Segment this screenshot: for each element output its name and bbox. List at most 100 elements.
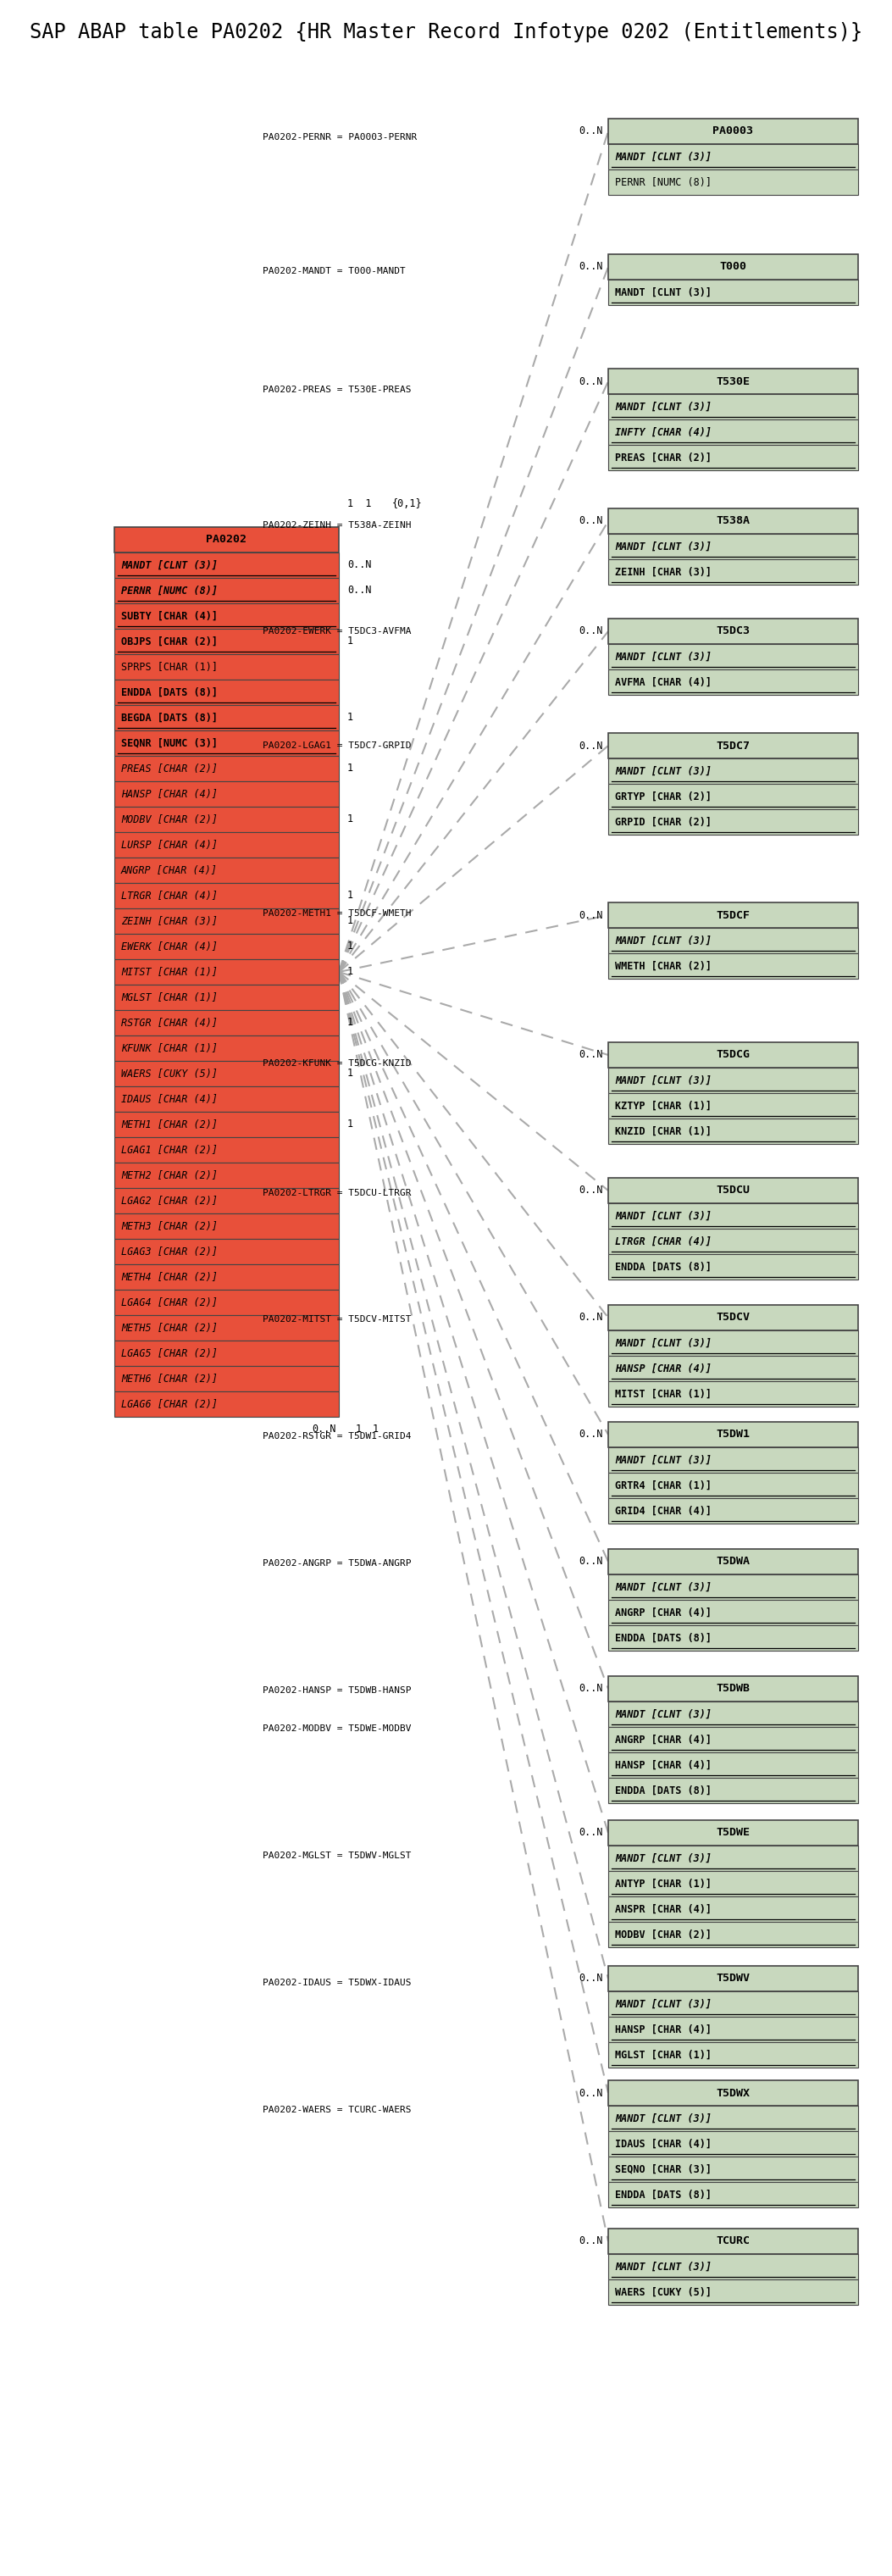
Bar: [608, 533, 858, 559]
Text: PA0202-WAERS = TCURC-WAERS: PA0202-WAERS = TCURC-WAERS: [262, 2105, 411, 2115]
Text: PA0202-HANSP = T5DWB-HANSP: PA0202-HANSP = T5DWB-HANSP: [262, 1687, 411, 1695]
Text: LTRGR [CHAR (4)]: LTRGR [CHAR (4)]: [615, 1236, 712, 1247]
Text: 1: 1: [347, 940, 353, 953]
Text: 0..N: 0..N: [347, 585, 371, 595]
Text: MANDT [CLNT (3)]: MANDT [CLNT (3)]: [615, 2112, 712, 2125]
Text: PREAS [CHAR (2)]: PREAS [CHAR (2)]: [121, 762, 218, 773]
Text: TCURC: TCURC: [716, 2236, 750, 2246]
Text: PA0202-MITST = T5DCV-MITST: PA0202-MITST = T5DCV-MITST: [262, 1316, 411, 1324]
Bar: [114, 832, 339, 858]
Text: PA0202-METH1 = T5DCF-WMETH: PA0202-METH1 = T5DCF-WMETH: [262, 909, 411, 917]
Text: 0..N: 0..N: [579, 1430, 603, 1440]
Bar: [114, 1136, 339, 1162]
Text: ANGRP [CHAR (4)]: ANGRP [CHAR (4)]: [121, 866, 218, 876]
Bar: [114, 858, 339, 884]
Text: PA0202-KFUNK = T5DCG-KNZID: PA0202-KFUNK = T5DCG-KNZID: [262, 1059, 411, 1066]
Text: MANDT [CLNT (3)]: MANDT [CLNT (3)]: [615, 286, 712, 299]
Text: T5DC3: T5DC3: [716, 626, 750, 636]
Bar: [608, 670, 858, 696]
Bar: [114, 958, 339, 984]
Text: GRTR4 [CHAR (1)]: GRTR4 [CHAR (1)]: [615, 1481, 712, 1492]
Text: KZTYP [CHAR (1)]: KZTYP [CHAR (1)]: [615, 1100, 712, 1110]
Text: 0..N: 0..N: [579, 626, 603, 636]
Text: HANSP [CHAR (4)]: HANSP [CHAR (4)]: [121, 788, 218, 799]
Text: ENDDA [DATS (8)]: ENDDA [DATS (8)]: [615, 1785, 712, 1795]
Bar: [608, 1118, 858, 1144]
Text: 0..N: 0..N: [579, 515, 603, 526]
Bar: [114, 1291, 339, 1316]
Text: METH4 [CHAR (2)]: METH4 [CHAR (2)]: [121, 1273, 218, 1283]
Bar: [114, 551, 339, 577]
Bar: [114, 1036, 339, 1061]
Text: T5DCF: T5DCF: [716, 909, 750, 920]
Text: PREAS [CHAR (2)]: PREAS [CHAR (2)]: [615, 451, 712, 464]
Text: 1: 1: [347, 966, 353, 976]
Bar: [114, 577, 339, 603]
Text: PA0202-MGLST = T5DWV-MGLST: PA0202-MGLST = T5DWV-MGLST: [262, 1852, 411, 1860]
Bar: [608, 368, 858, 394]
Text: PERNR [NUMC (8)]: PERNR [NUMC (8)]: [615, 178, 712, 188]
Text: 0..N: 0..N: [579, 376, 603, 386]
Bar: [114, 732, 339, 755]
Text: MANDT [CLNT (3)]: MANDT [CLNT (3)]: [615, 1337, 712, 1350]
Bar: [608, 644, 858, 670]
Text: 0..N: 0..N: [579, 1185, 603, 1195]
Bar: [608, 783, 858, 809]
Text: MANDT [CLNT (3)]: MANDT [CLNT (3)]: [615, 1211, 712, 1221]
Bar: [114, 1061, 339, 1087]
Text: LGAG6 [CHAR (2)]: LGAG6 [CHAR (2)]: [121, 1399, 218, 1409]
Text: WMETH [CHAR (2)]: WMETH [CHAR (2)]: [615, 961, 712, 971]
Bar: [608, 1777, 858, 1803]
Text: EWERK [CHAR (4)]: EWERK [CHAR (4)]: [121, 940, 218, 953]
Text: METH1 [CHAR (2)]: METH1 [CHAR (2)]: [121, 1118, 218, 1131]
Text: 0..N: 0..N: [579, 909, 603, 920]
Text: MGLST [CHAR (1)]: MGLST [CHAR (1)]: [121, 992, 218, 1002]
Text: 1: 1: [347, 636, 353, 647]
Text: ENDDA [DATS (8)]: ENDDA [DATS (8)]: [615, 1262, 712, 1273]
Bar: [608, 1677, 858, 1703]
Bar: [608, 1092, 858, 1118]
Bar: [608, 1473, 858, 1499]
Text: ANSPR [CHAR (4)]: ANSPR [CHAR (4)]: [615, 1904, 712, 1914]
Text: OBJPS [CHAR (2)]: OBJPS [CHAR (2)]: [121, 636, 218, 647]
Text: BEGDA [DATS (8)]: BEGDA [DATS (8)]: [121, 711, 218, 724]
Bar: [608, 2156, 858, 2182]
Text: T5DCG: T5DCG: [716, 1048, 750, 1061]
Bar: [114, 1162, 339, 1188]
Text: 0..N: 0..N: [579, 1556, 603, 1566]
Text: PA0202-PREAS = T530E-PREAS: PA0202-PREAS = T530E-PREAS: [262, 386, 411, 394]
Bar: [114, 528, 339, 551]
Bar: [608, 927, 858, 953]
Text: MODBV [CHAR (2)]: MODBV [CHAR (2)]: [615, 1929, 712, 1940]
Bar: [114, 1316, 339, 1340]
Text: INFTY [CHAR (4)]: INFTY [CHAR (4)]: [615, 428, 712, 438]
Bar: [608, 2043, 858, 2069]
Text: MODBV [CHAR (2)]: MODBV [CHAR (2)]: [121, 814, 218, 824]
Bar: [608, 1574, 858, 1600]
Text: 0..N: 0..N: [579, 260, 603, 273]
Text: LGAG4 [CHAR (2)]: LGAG4 [CHAR (2)]: [121, 1296, 218, 1309]
Text: 1: 1: [347, 762, 353, 773]
Bar: [608, 2105, 858, 2130]
Text: PA0202: PA0202: [206, 533, 247, 546]
Bar: [114, 1365, 339, 1391]
Bar: [114, 603, 339, 629]
Bar: [608, 1844, 858, 1870]
Bar: [114, 629, 339, 654]
Text: IDAUS [CHAR (4)]: IDAUS [CHAR (4)]: [121, 1095, 218, 1105]
Text: ENDDA [DATS (8)]: ENDDA [DATS (8)]: [615, 2190, 712, 2200]
Text: T5DW1: T5DW1: [716, 1430, 750, 1440]
Text: HANSP [CHAR (4)]: HANSP [CHAR (4)]: [615, 1363, 712, 1373]
Bar: [608, 420, 858, 446]
Bar: [608, 559, 858, 585]
Bar: [608, 902, 858, 927]
Text: SUBTY [CHAR (4)]: SUBTY [CHAR (4)]: [121, 611, 218, 621]
Bar: [608, 1066, 858, 1092]
Bar: [608, 1870, 858, 1896]
Text: ANGRP [CHAR (4)]: ANGRP [CHAR (4)]: [615, 1607, 712, 1618]
Text: HANSP [CHAR (4)]: HANSP [CHAR (4)]: [615, 1759, 712, 1770]
Text: PA0202-ZEINH = T538A-ZEINH: PA0202-ZEINH = T538A-ZEINH: [262, 520, 411, 531]
Text: KFUNK [CHAR (1)]: KFUNK [CHAR (1)]: [121, 1043, 218, 1054]
Bar: [608, 2081, 858, 2105]
Text: PA0202-LGAG1 = T5DC7-GRPID: PA0202-LGAG1 = T5DC7-GRPID: [262, 742, 411, 750]
